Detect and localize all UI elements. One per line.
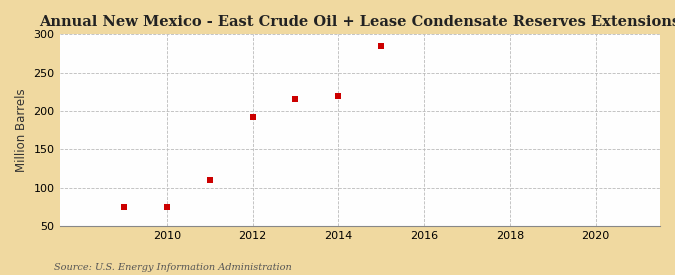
Point <box>161 205 172 209</box>
Y-axis label: Million Barrels: Million Barrels <box>15 88 28 172</box>
Point <box>376 44 387 48</box>
Point <box>333 94 344 98</box>
Point <box>290 97 301 102</box>
Title: Annual New Mexico - East Crude Oil + Lease Condensate Reserves Extensions: Annual New Mexico - East Crude Oil + Lea… <box>39 15 675 29</box>
Text: Source: U.S. Energy Information Administration: Source: U.S. Energy Information Administ… <box>54 263 292 272</box>
Point <box>205 178 215 182</box>
Point <box>247 115 258 119</box>
Point <box>119 205 130 209</box>
